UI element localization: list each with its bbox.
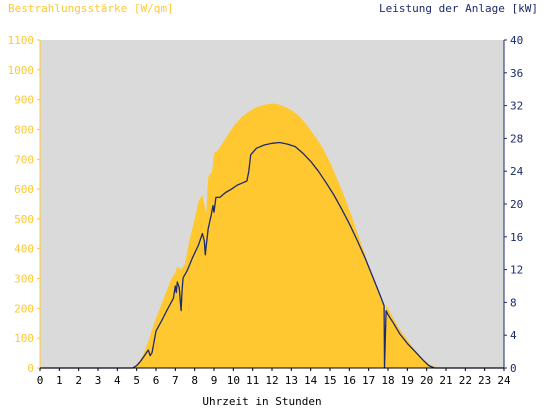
x-tick-label: 12 xyxy=(265,374,278,387)
right-axis-title: Leistung der Anlage [kW] xyxy=(379,2,538,15)
irradiance-area-series xyxy=(40,103,504,368)
x-tick-label: 21 xyxy=(439,374,452,387)
x-tick-label: 2 xyxy=(75,374,82,387)
y-left-tick-label: 1100 xyxy=(8,34,35,47)
y-right-tick-label: 32 xyxy=(510,100,523,113)
x-tick-label: 3 xyxy=(95,374,102,387)
x-tick-label: 18 xyxy=(381,374,394,387)
y-right-tick-label: 4 xyxy=(510,329,517,342)
y-right-tick-label: 12 xyxy=(510,264,523,277)
x-tick-label: 8 xyxy=(191,374,198,387)
x-tick-label: 16 xyxy=(343,374,356,387)
y-left-tick-label: 700 xyxy=(14,153,34,166)
y-left-tick-label: 900 xyxy=(14,94,34,107)
y-left-tick-label: 600 xyxy=(14,183,34,196)
power-line xyxy=(40,141,504,369)
x-tick-label: 19 xyxy=(401,374,414,387)
y-left-tick-label: 500 xyxy=(14,213,34,226)
x-tick-label: 1 xyxy=(56,374,63,387)
x-tick-label: 6 xyxy=(153,374,160,387)
left-axis-title: Bestrahlungsstärke [W/qm] xyxy=(8,2,174,15)
y-left-tick-label: 400 xyxy=(14,243,34,256)
y-right-tick-label: 16 xyxy=(510,231,523,244)
y-left-tick-label: 0 xyxy=(27,362,34,375)
y-right-tick-label: 0 xyxy=(510,362,517,375)
x-tick-label: 14 xyxy=(304,374,318,387)
irradiance-area xyxy=(40,103,504,368)
power-line-series xyxy=(40,141,504,369)
y-left-tick-label: 100 xyxy=(14,332,34,345)
x-tick-label: 17 xyxy=(362,374,375,387)
y-right-tick-label: 8 xyxy=(510,296,517,309)
axes: 0100200300400500600700800900100011000481… xyxy=(8,34,524,387)
x-tick-label: 10 xyxy=(227,374,240,387)
y-left-tick-label: 200 xyxy=(14,302,34,315)
x-tick-label: 4 xyxy=(114,374,121,387)
x-tick-label: 15 xyxy=(323,374,336,387)
x-tick-label: 5 xyxy=(133,374,140,387)
y-left-tick-label: 800 xyxy=(14,123,34,136)
x-tick-label: 11 xyxy=(246,374,259,387)
y-right-tick-label: 28 xyxy=(510,132,523,145)
x-tick-label: 24 xyxy=(497,374,511,387)
x-tick-label: 0 xyxy=(37,374,44,387)
x-tick-label: 9 xyxy=(211,374,218,387)
y-left-tick-label: 300 xyxy=(14,273,34,286)
x-axis-title: Uhrzeit in Stunden xyxy=(202,395,321,408)
y-right-tick-label: 20 xyxy=(510,198,523,211)
y-right-tick-label: 24 xyxy=(510,165,524,178)
y-right-tick-label: 36 xyxy=(510,67,523,80)
y-left-tick-label: 1000 xyxy=(8,64,35,77)
x-tick-label: 20 xyxy=(420,374,433,387)
x-tick-label: 7 xyxy=(172,374,179,387)
x-tick-label: 13 xyxy=(285,374,298,387)
y-right-tick-label: 40 xyxy=(510,34,523,47)
x-tick-label: 22 xyxy=(459,374,472,387)
x-tick-label: 23 xyxy=(478,374,491,387)
